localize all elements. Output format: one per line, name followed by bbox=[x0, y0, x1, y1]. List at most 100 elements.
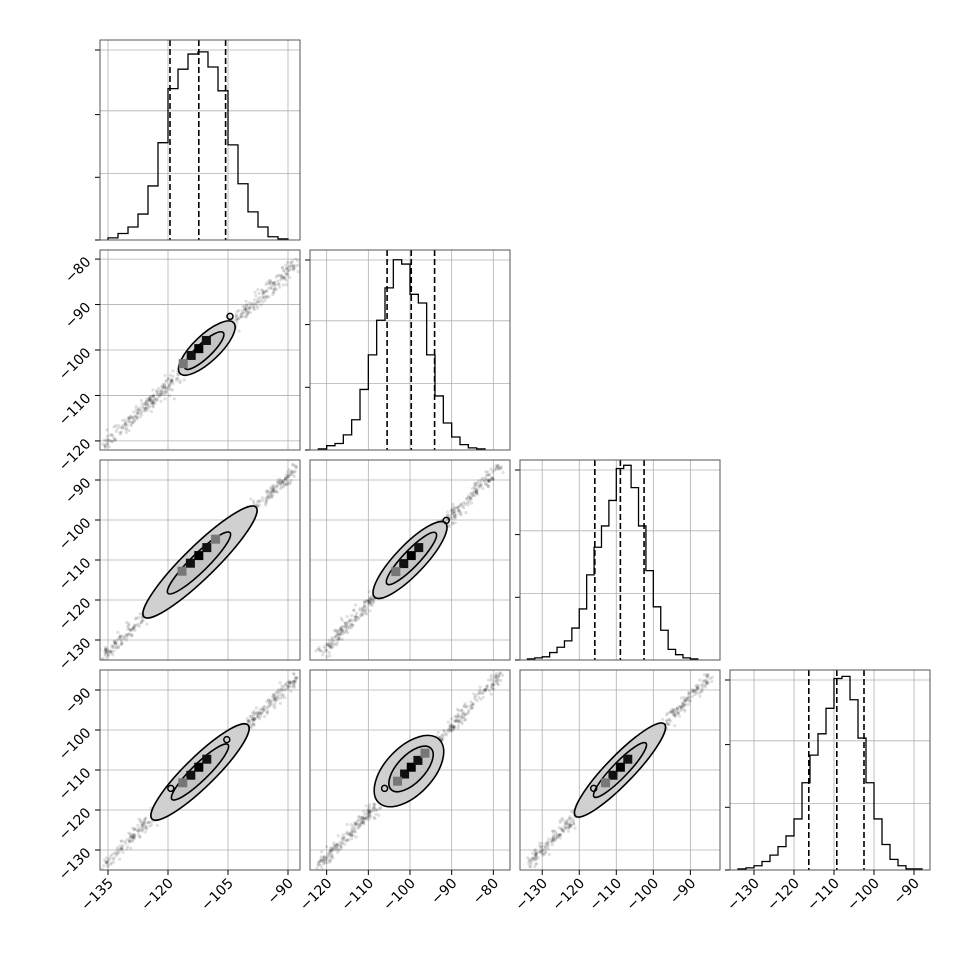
sample-point bbox=[164, 378, 168, 383]
x-tick-label: −100 bbox=[844, 876, 883, 915]
sample-point bbox=[665, 711, 670, 715]
sample-point bbox=[340, 624, 345, 629]
sample-point bbox=[168, 373, 173, 377]
sample-point bbox=[488, 478, 492, 482]
sample-point bbox=[122, 636, 126, 640]
sample-point bbox=[112, 851, 116, 855]
sample-point bbox=[360, 821, 364, 825]
sample-point bbox=[249, 724, 253, 728]
sample-point bbox=[260, 711, 264, 715]
sample-point bbox=[317, 647, 321, 652]
panel-frame bbox=[309, 249, 511, 451]
sample-point bbox=[132, 410, 136, 414]
sample-point bbox=[274, 484, 278, 488]
sample-point bbox=[142, 402, 146, 406]
sample-point bbox=[150, 400, 155, 405]
sample-point bbox=[112, 643, 116, 647]
sample-point bbox=[274, 283, 278, 287]
density-square bbox=[194, 551, 204, 561]
sample-point bbox=[563, 826, 567, 830]
sample-point bbox=[337, 637, 341, 642]
sample-point bbox=[292, 685, 297, 690]
sample-point bbox=[683, 703, 688, 707]
sample-point bbox=[127, 419, 131, 423]
sample-point bbox=[336, 844, 340, 849]
y-tick-label: −120 bbox=[56, 436, 95, 475]
sample-point bbox=[478, 483, 482, 487]
sample-point bbox=[463, 702, 467, 706]
x-tick-label: −130 bbox=[513, 876, 552, 915]
sample-point bbox=[119, 638, 124, 642]
sample-point bbox=[291, 263, 296, 267]
sample-point bbox=[371, 598, 375, 602]
sample-point bbox=[164, 390, 168, 394]
sample-point bbox=[118, 637, 122, 641]
sample-point bbox=[163, 373, 167, 378]
y-tick-label: −100 bbox=[56, 515, 95, 554]
density-square bbox=[623, 754, 633, 764]
sample-point bbox=[529, 862, 533, 866]
sample-point bbox=[494, 674, 498, 678]
sample-point bbox=[482, 479, 486, 484]
sample-point bbox=[546, 847, 550, 851]
sample-point bbox=[281, 268, 286, 272]
sample-point bbox=[115, 852, 119, 856]
sample-point bbox=[478, 483, 483, 488]
sample-point bbox=[292, 672, 296, 676]
sample-point bbox=[498, 671, 502, 675]
sample-point bbox=[134, 414, 139, 418]
y-tick-label: −130 bbox=[56, 845, 95, 884]
sample-point bbox=[253, 307, 257, 312]
sample-point bbox=[163, 383, 167, 387]
sample-point bbox=[144, 403, 148, 407]
sample-point bbox=[354, 822, 358, 826]
sample-point bbox=[534, 857, 539, 861]
sample-point bbox=[281, 275, 285, 279]
sample-point bbox=[469, 495, 474, 499]
sample-point bbox=[703, 685, 707, 689]
sample-point bbox=[119, 846, 123, 850]
sample-point bbox=[466, 503, 470, 507]
sample-point bbox=[135, 416, 140, 420]
sample-point bbox=[269, 285, 273, 290]
sample-point bbox=[258, 711, 262, 716]
sample-point bbox=[137, 624, 142, 628]
sample-point bbox=[344, 838, 349, 843]
sample-point bbox=[567, 825, 571, 829]
sample-point bbox=[285, 470, 289, 474]
sample-point bbox=[334, 848, 338, 852]
sample-point bbox=[290, 470, 295, 474]
sample-point bbox=[452, 509, 456, 514]
sample-point bbox=[462, 501, 466, 505]
sample-point bbox=[245, 313, 249, 317]
sample-point bbox=[143, 826, 148, 831]
sample-point bbox=[284, 482, 288, 487]
sample-point bbox=[464, 511, 468, 515]
sample-point bbox=[296, 270, 300, 274]
sample-point bbox=[256, 714, 260, 718]
sample-point bbox=[107, 650, 111, 654]
sample-point bbox=[686, 696, 691, 700]
sample-point bbox=[127, 627, 131, 631]
sample-point bbox=[333, 628, 338, 632]
sample-point bbox=[273, 702, 277, 706]
sample-point bbox=[672, 709, 676, 713]
sample-point bbox=[667, 722, 671, 727]
sample-point bbox=[282, 478, 286, 482]
sample-point bbox=[498, 671, 503, 675]
sample-point bbox=[129, 835, 133, 839]
sample-point bbox=[704, 682, 708, 686]
sample-point bbox=[255, 300, 259, 304]
sample-point bbox=[364, 816, 369, 820]
sample-point bbox=[533, 854, 538, 858]
sample-point bbox=[557, 833, 561, 837]
sample-point bbox=[459, 714, 463, 718]
sample-point bbox=[501, 460, 505, 462]
sample-point bbox=[344, 832, 348, 836]
sample-point bbox=[554, 838, 558, 842]
sample-point bbox=[278, 479, 282, 484]
sample-point bbox=[128, 628, 132, 632]
sample-point bbox=[481, 695, 485, 699]
sample-point bbox=[132, 415, 136, 420]
sample-point bbox=[558, 832, 562, 837]
